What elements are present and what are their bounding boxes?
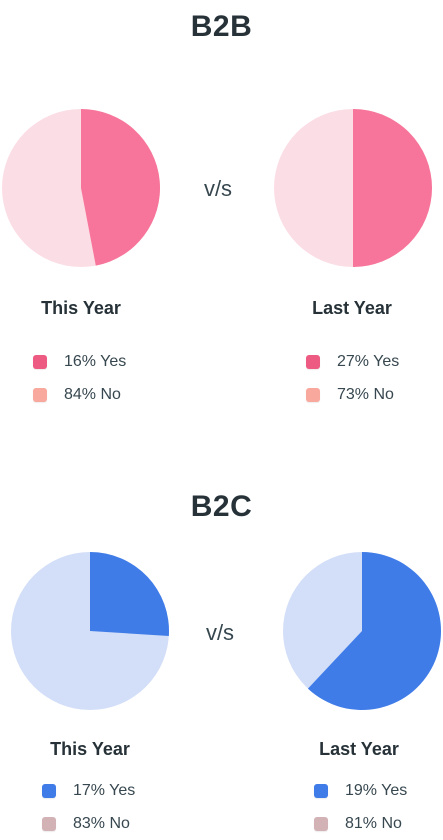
- legend-b2b-this-year: 16% Yes 84% No: [33, 345, 126, 411]
- b2c-title: B2C: [190, 490, 253, 523]
- b2b-title: B2B: [190, 10, 253, 43]
- legend-item-no: 81% No: [314, 807, 407, 840]
- pie-slice-yes: [353, 109, 432, 267]
- pie-b2c-last-year: [283, 552, 441, 710]
- legend-label-yes: 16% Yes: [64, 352, 127, 370]
- pie-slice-yes: [90, 552, 169, 636]
- caption-b2b-this-year: This Year: [41, 298, 121, 318]
- swatch-yes: [306, 354, 320, 369]
- swatch-no: [42, 816, 56, 831]
- swatch-no: [306, 387, 320, 402]
- vs-label-b2b: v/s: [203, 176, 233, 201]
- legend-label-no: 81% No: [345, 814, 402, 832]
- swatch-yes: [42, 783, 56, 798]
- legend-label-yes: 17% Yes: [73, 781, 136, 799]
- legend-item-yes: 16% Yes: [33, 345, 126, 378]
- legend-label-yes: 19% Yes: [345, 781, 408, 799]
- caption-b2c-this-year: This Year: [50, 739, 130, 759]
- legend-label-no: 83% No: [73, 814, 130, 832]
- pie-b2b-this-year: [2, 109, 161, 267]
- legend-item-no: 84% No: [33, 378, 126, 411]
- legend-item-no: 83% No: [42, 807, 135, 840]
- vs-label-b2c: v/s: [205, 620, 235, 645]
- legend-item-no: 73% No: [306, 378, 399, 411]
- pie-b2c-this-year: [11, 552, 169, 710]
- swatch-yes: [314, 783, 328, 798]
- caption-b2c-last-year: Last Year: [319, 739, 399, 759]
- swatch-no: [33, 387, 47, 402]
- swatch-no: [314, 816, 328, 831]
- pie-slice-yes: [307, 552, 441, 710]
- caption-b2b-last-year: Last Year: [312, 298, 392, 318]
- legend-label-no: 73% No: [337, 385, 394, 403]
- legend-b2b-last-year: 27% Yes 73% No: [306, 345, 399, 411]
- legend-b2c-last-year: 19% Yes 81% No: [314, 774, 407, 840]
- swatch-yes: [33, 354, 47, 369]
- legend-label-yes: 27% Yes: [337, 352, 400, 370]
- legend-b2c-this-year: 17% Yes 83% No: [42, 774, 135, 840]
- pie-slice-yes: [81, 109, 161, 266]
- legend-item-yes: 19% Yes: [314, 774, 407, 807]
- legend-label-no: 84% No: [64, 385, 121, 403]
- pie-b2b-last-year: [274, 109, 432, 267]
- legend-item-yes: 27% Yes: [306, 345, 399, 378]
- legend-item-yes: 17% Yes: [42, 774, 135, 807]
